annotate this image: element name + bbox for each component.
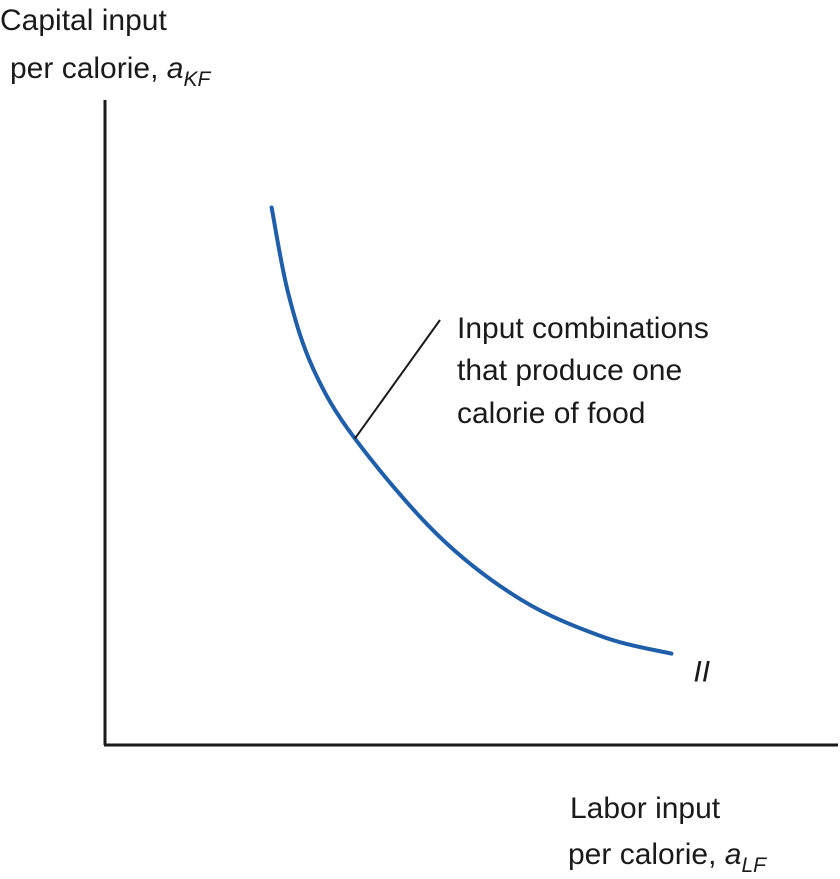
series-label-ii: II bbox=[693, 656, 710, 689]
annotation-line2: that produce one bbox=[457, 354, 682, 387]
annotation-line3: calorie of food bbox=[457, 397, 645, 430]
annotation-line1: Input combinations bbox=[457, 312, 709, 345]
y-axis-label-line2: per calorie, aKF bbox=[10, 52, 211, 91]
isoquant-curve-ii bbox=[269, 205, 674, 656]
annotation-leader-line bbox=[354, 319, 441, 440]
y-axis-label-line1: Capital input bbox=[0, 4, 167, 37]
x-axis-label-line1: Labor input bbox=[570, 792, 721, 825]
x-axis-label-line2: per calorie, aLF bbox=[568, 838, 767, 877]
